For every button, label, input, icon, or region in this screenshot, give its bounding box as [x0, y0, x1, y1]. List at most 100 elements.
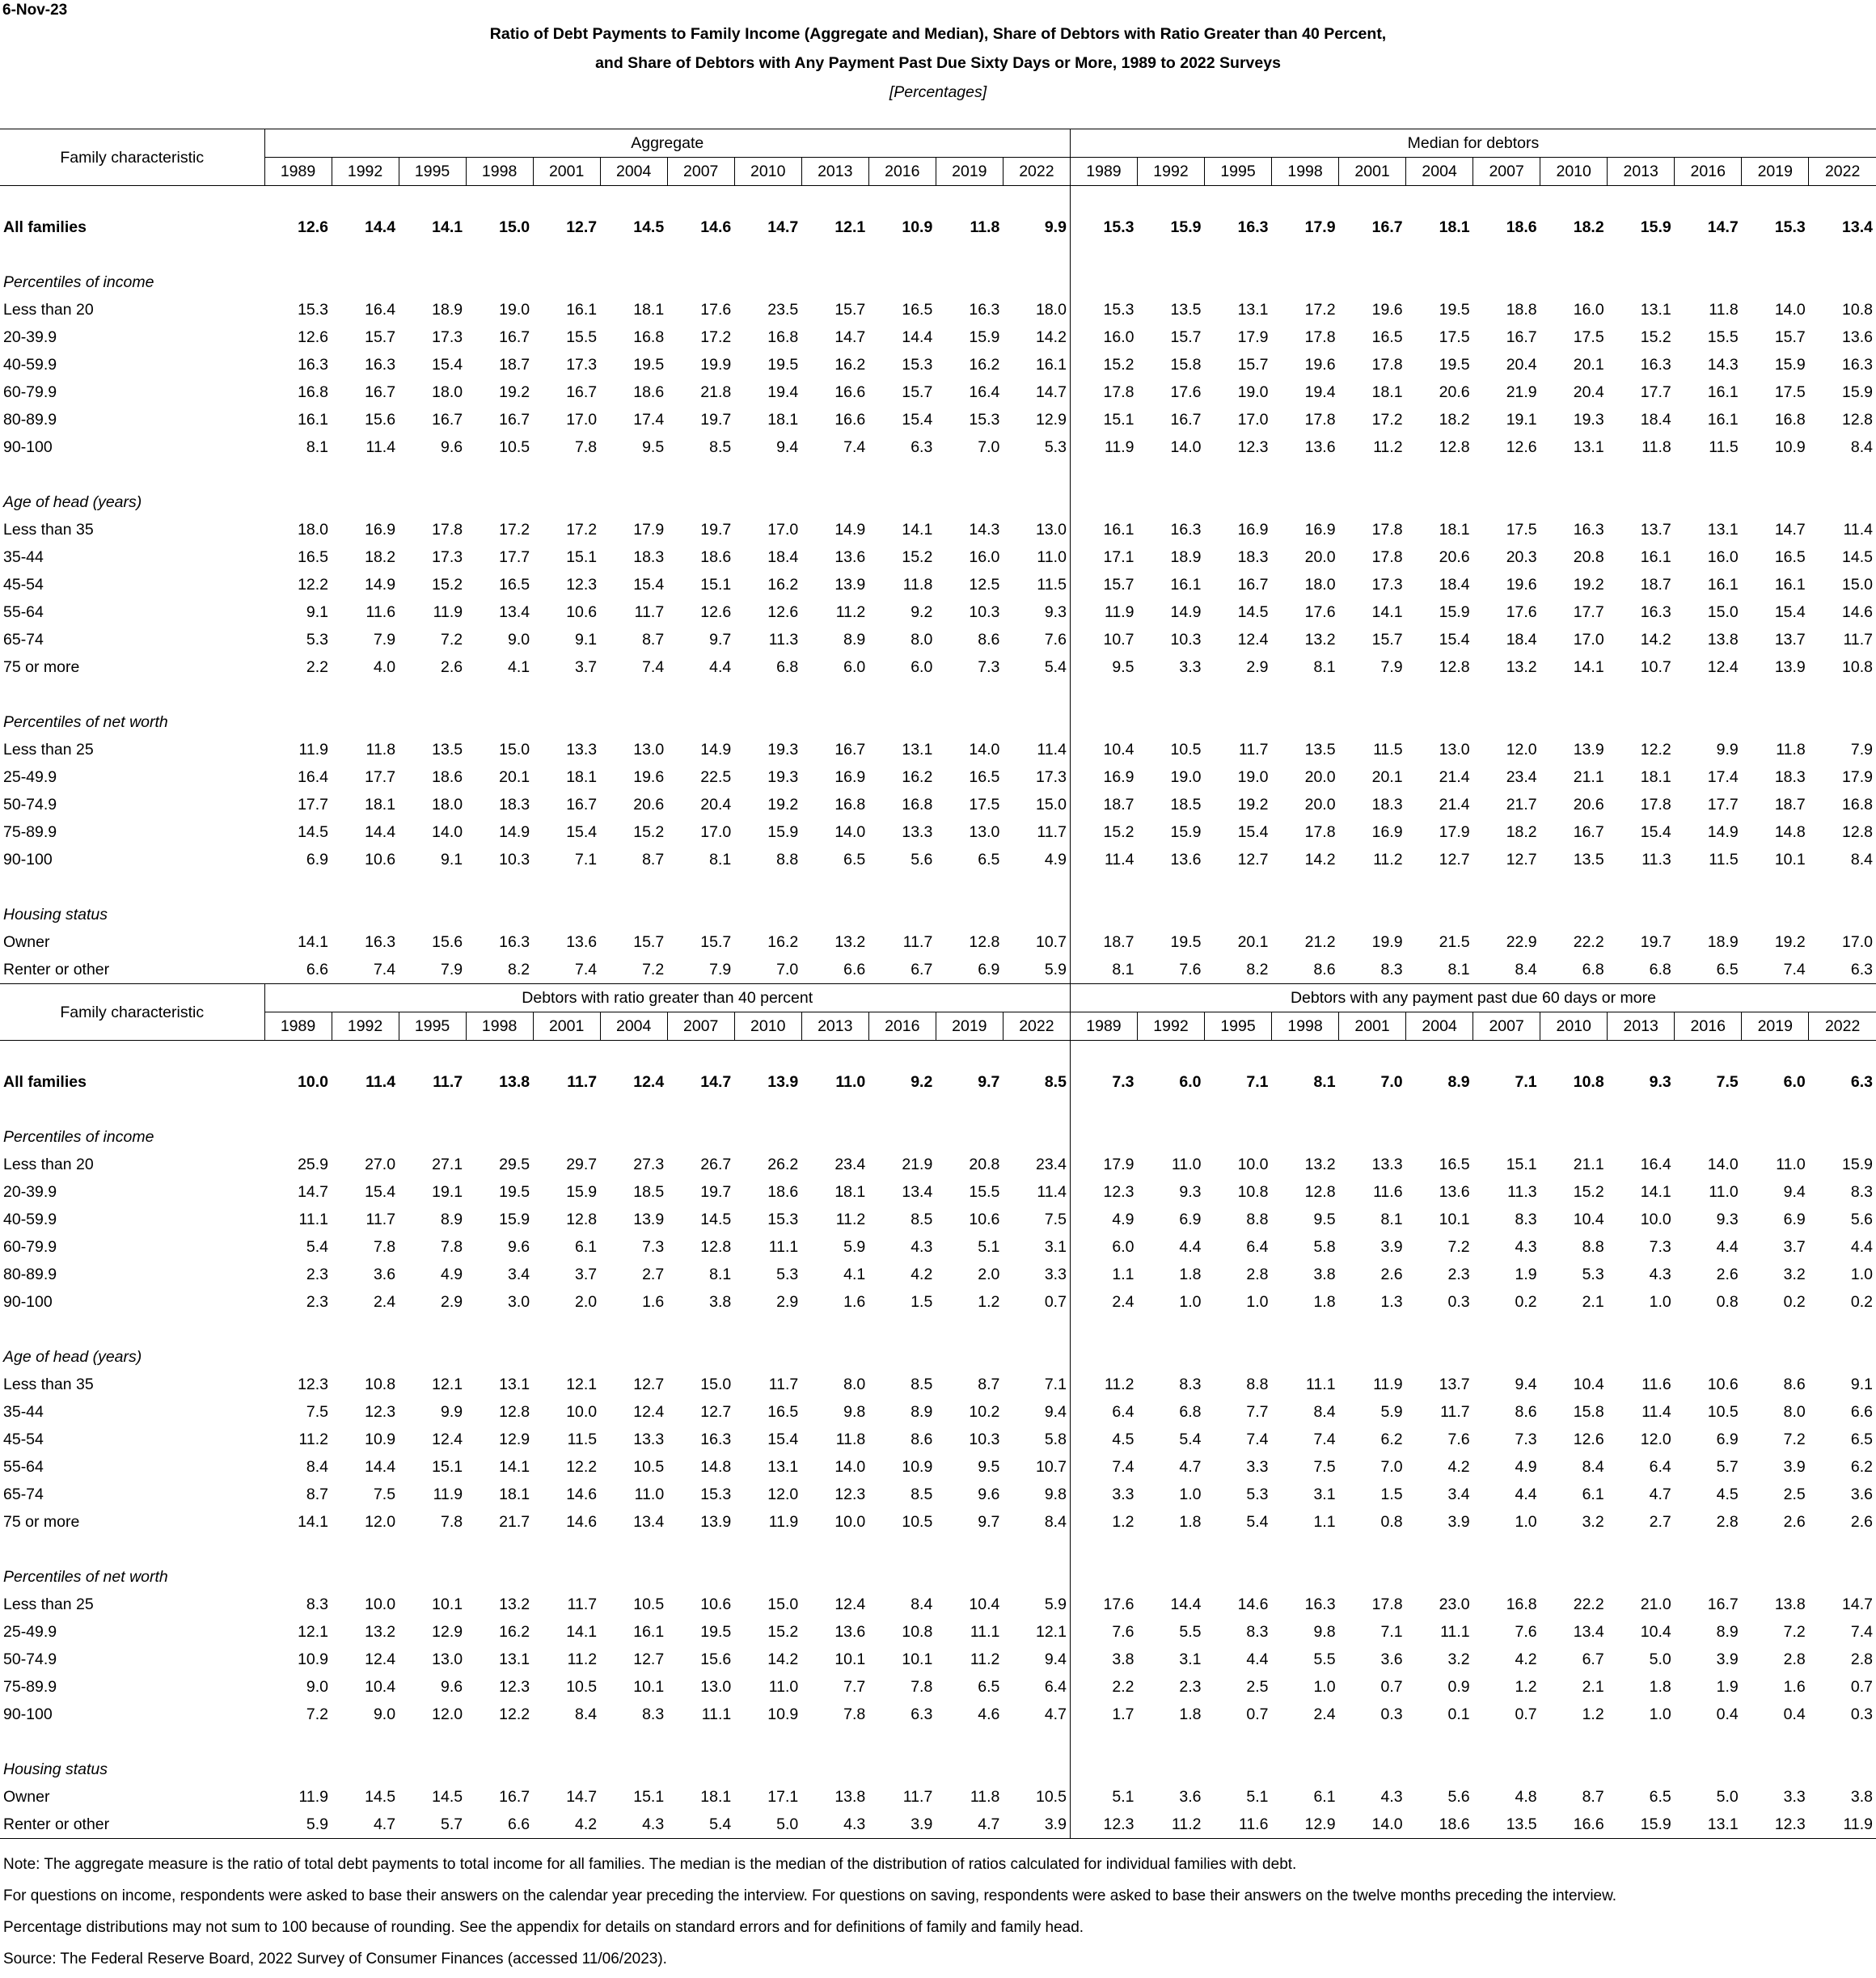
value-cell: 7.9	[667, 956, 735, 984]
spacer	[1540, 681, 1608, 708]
value-cell: 3.7	[1783, 1238, 1806, 1256]
year-header: 2013	[1607, 157, 1675, 186]
value-cell: 11.0	[768, 1678, 799, 1696]
value-cell: 9.8	[1313, 1623, 1336, 1641]
value-cell: 14.2	[767, 1650, 799, 1668]
value-cell: 7.8	[373, 1238, 396, 1256]
value-cell: 8.3	[1246, 1623, 1269, 1641]
spacer	[533, 1041, 600, 1069]
spacer	[868, 1096, 936, 1123]
value-cell: 4.9	[440, 1266, 463, 1283]
value-cell: 17.8	[1304, 823, 1336, 841]
spacer	[1608, 1316, 1675, 1343]
spacer	[1675, 1756, 1742, 1783]
spacer	[1069, 1040, 1138, 1068]
value-cell: 7.4	[843, 438, 866, 456]
spacer	[868, 1728, 936, 1756]
spacer	[1473, 461, 1540, 488]
row-label: Less than 35	[3, 521, 94, 539]
spacer	[264, 268, 332, 296]
table-row: 45-54 12.2 14.9 15.2 16.5 12.3 15.4 15.1 16.2 13.…	[0, 571, 1876, 598]
spacer	[1272, 1343, 1339, 1371]
value-cell: 13.8	[834, 1788, 866, 1806]
value-cell: 3.3	[1783, 1788, 1806, 1806]
value-cell: 5.8	[1313, 1238, 1336, 1256]
value-cell: 15.1	[700, 576, 732, 594]
spacer	[1137, 681, 1204, 708]
table-title-line-1: Ratio of Debt Payments to Family Income …	[489, 25, 1387, 43]
value-cell: 12.1	[1035, 1623, 1067, 1641]
value-cell: 11.5	[1709, 851, 1739, 869]
family-characteristic-header: Family characteristic	[0, 129, 264, 186]
spacer	[1205, 1096, 1272, 1123]
spacer	[1272, 1728, 1339, 1756]
value-cell: 16.7	[1170, 411, 1202, 429]
table-row: 80-89.9 16.1 15.6 16.7 16.7 17.0 17.4 19.7 18.1 1…	[0, 406, 1876, 433]
value-cell: 20.1	[1371, 768, 1403, 786]
spacer	[1540, 1041, 1608, 1069]
value-cell: 1.6	[843, 1293, 866, 1311]
spacer	[936, 1536, 1003, 1563]
value-cell: 14.1	[499, 1458, 530, 1476]
value-cell: 6.5	[1649, 1788, 1671, 1806]
value-cell: 15.7	[834, 301, 866, 319]
value-cell: 16.3	[1573, 521, 1604, 539]
spacer	[332, 1041, 399, 1069]
value-cell: 15.1	[1506, 1156, 1537, 1173]
value-cell: 12.0	[1640, 1431, 1671, 1448]
spacer	[734, 268, 801, 296]
value-cell: 8.3	[1515, 1211, 1537, 1228]
value-cell: 16.7	[1707, 1596, 1739, 1613]
value-cell: 10.9	[365, 1431, 396, 1448]
value-cell: 13.0	[432, 1650, 463, 1668]
spacer	[332, 488, 399, 516]
value-cell: 14.0	[1338, 1811, 1406, 1839]
section-title-row: Percentiles of income	[0, 268, 1876, 296]
value-cell: 18.6	[1405, 1811, 1473, 1839]
value-cell: 8.5	[911, 1376, 933, 1393]
value-cell: 2.1	[1582, 1293, 1604, 1311]
spacer	[667, 681, 734, 708]
spacer	[1339, 1096, 1406, 1123]
value-cell: 16.3	[365, 356, 396, 374]
value-cell: 14.7	[1035, 383, 1067, 401]
value-cell: 8.9	[911, 1403, 933, 1421]
value-cell: 20.4	[1506, 356, 1537, 374]
year-header: 2004	[599, 157, 668, 186]
year-header: 2007	[1472, 157, 1540, 186]
value-cell: 13.2	[499, 1596, 530, 1613]
value-cell: 8.5	[1044, 1073, 1067, 1091]
value-cell: 3.2	[1783, 1266, 1806, 1283]
spacer	[399, 681, 466, 708]
year-header: 2022	[1808, 1012, 1876, 1041]
value-cell: 13.2	[1506, 658, 1537, 676]
spacer	[1272, 1316, 1339, 1343]
value-cell: 16.9	[1237, 521, 1269, 539]
spacer	[1069, 488, 1138, 516]
value-cell: 8.7	[1582, 1788, 1604, 1806]
value-cell: 18.3	[633, 548, 665, 566]
spacer	[1003, 186, 1070, 214]
value-cell: 9.6	[440, 438, 463, 456]
value-cell: 12.6	[1573, 1431, 1604, 1448]
spacer	[1742, 1096, 1809, 1123]
spacer	[1339, 488, 1406, 516]
spacer	[1069, 1343, 1138, 1371]
value-cell: 6.9	[1716, 1431, 1739, 1448]
value-cell: 13.6	[1304, 438, 1336, 456]
value-cell: 13.9	[700, 1513, 732, 1531]
value-cell: 17.8	[1371, 548, 1403, 566]
value-cell: 21.9	[1506, 383, 1537, 401]
value-cell: 12.0	[767, 1486, 799, 1503]
value-cell: 12.4	[365, 1650, 396, 1668]
value-cell: 15.7	[700, 933, 732, 951]
value-cell: 17.0	[1237, 411, 1269, 429]
spacer	[1069, 681, 1138, 708]
spacer	[399, 901, 466, 928]
value-cell: 5.6	[1850, 1211, 1873, 1228]
value-cell: 12.8	[969, 933, 1000, 951]
value-cell: 0.7	[1850, 1678, 1873, 1696]
value-cell: 20.4	[1573, 383, 1604, 401]
spacer	[1473, 708, 1540, 736]
value-cell: 8.1	[1313, 658, 1336, 676]
